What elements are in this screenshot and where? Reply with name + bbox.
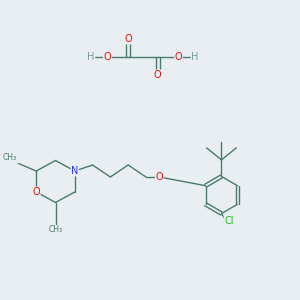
Text: H: H: [191, 52, 199, 62]
Text: O: O: [155, 172, 163, 182]
Text: N: N: [71, 166, 79, 176]
Text: Cl: Cl: [224, 216, 234, 226]
Text: O: O: [32, 187, 40, 197]
Text: O: O: [175, 52, 182, 62]
Text: CH₃: CH₃: [3, 153, 17, 162]
Text: O: O: [154, 70, 162, 80]
Text: O: O: [124, 34, 132, 44]
Text: CH₃: CH₃: [49, 225, 63, 234]
Text: H: H: [87, 52, 95, 62]
Text: O: O: [103, 52, 111, 62]
